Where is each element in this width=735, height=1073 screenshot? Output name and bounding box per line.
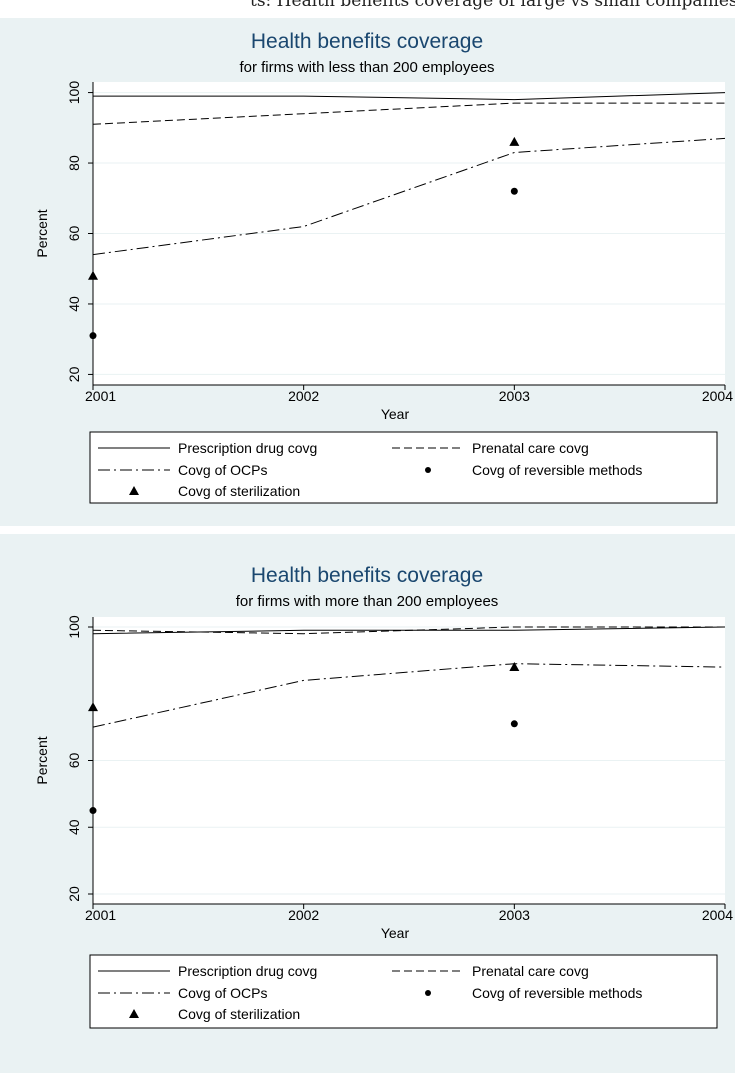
x-tick-label: 2001 [85,907,116,923]
legend-label: Covg of sterilization [178,1006,300,1022]
legend-label: Covg of reversible methods [472,462,642,478]
x-axis-label: Year [381,406,410,422]
legend-label: Prescription drug covg [178,963,317,979]
data-point-circle [89,807,97,815]
x-tick-label: 2003 [499,907,530,923]
x-tick-label: 2004 [702,388,733,404]
x-tick-label: 2002 [288,907,319,923]
header-fragment-text: ts: Health benefits coverage of large vs… [250,0,735,11]
data-point-circle [89,332,97,340]
data-point-circle [510,187,518,195]
x-axis-label: Year [381,925,410,941]
x-tick-label: 2002 [288,388,319,404]
legend-box [89,954,718,1029]
page-header-fragment: ts: Health benefits coverage of large vs… [0,0,735,18]
y-tick-label: 100 [66,81,82,105]
x-tick-label: 2001 [85,388,116,404]
chart-title: Health benefits coverage [251,564,483,587]
chart-small-firms: Health benefits coverage for firms with l… [34,30,733,504]
y-tick-label: 20 [66,366,82,382]
series-line [92,663,726,728]
y-tick-label: 100 [66,615,82,639]
y-axis-label: Percent [34,736,50,784]
y-tick-label: 80 [66,155,82,171]
data-point-triangle [88,702,98,712]
series-line [92,137,726,256]
legend-swatch-circle [425,990,431,996]
chart-panel-large-firms: Health benefits coverage for firms with m… [0,534,735,1073]
legend-label: Prenatal care covg [472,963,589,979]
data-point-triangle [509,662,520,672]
chart-large-firms: Health benefits coverage for firms with m… [34,564,733,1029]
chart-subtitle: for firms with less than 200 employees [239,59,494,76]
legend-box [89,431,718,504]
series-line [93,92,726,101]
legend-label: Prescription drug covg [178,440,317,456]
y-axis-label: Percent [34,209,50,257]
y-tick-label: 20 [66,886,82,902]
series-line [92,626,725,635]
y-tick-label: 60 [66,226,82,242]
y-tick-label: 40 [66,819,82,835]
legend-label: Covg of reversible methods [472,985,642,1001]
y-tick-label: 40 [66,296,82,312]
series-line [92,102,725,125]
data-point-triangle [88,270,98,280]
data-point-triangle [509,136,520,146]
x-tick-label: 2004 [702,907,733,923]
y-tick-label: 60 [66,753,82,769]
legend-label: Covg of OCPs [178,985,267,1001]
legend-label: Covg of sterilization [178,483,300,499]
x-tick-label: 2003 [499,388,530,404]
legend-swatch-circle [425,467,431,473]
legend-swatch-triangle [129,1009,139,1018]
data-point-circle [510,720,518,728]
chart-subtitle: for firms with more than 200 employees [236,593,499,610]
legend-label: Covg of OCPs [178,462,267,478]
legend-swatch-triangle [129,486,139,495]
chart-title: Health benefits coverage [251,30,483,53]
legend-label: Prenatal care covg [472,440,589,456]
chart-panel-small-firms: Health benefits coverage for firms with l… [0,18,735,526]
